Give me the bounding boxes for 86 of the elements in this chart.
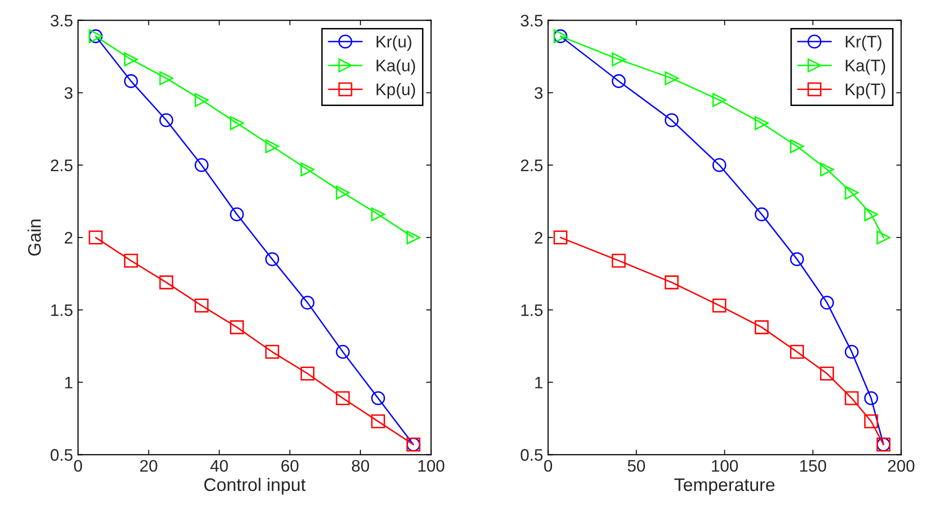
x-axis-title: Control input	[204, 478, 306, 495]
point	[336, 186, 350, 200]
y-tick-label: 3.5	[50, 14, 72, 27]
point	[300, 366, 314, 381]
point	[820, 366, 834, 381]
point	[664, 113, 679, 128]
y-tick-label: 3.5	[520, 14, 543, 27]
y-tick-label: 2	[64, 232, 72, 244]
point	[790, 139, 804, 154]
legend-label: Kr(T)	[846, 35, 882, 51]
legend-label: Ka(u)	[376, 59, 416, 75]
x-tick-label: 100	[712, 460, 738, 472]
point	[820, 162, 834, 176]
point	[265, 252, 280, 266]
point	[159, 113, 174, 128]
point	[844, 186, 859, 200]
y-tick-label: 1.5	[521, 304, 543, 316]
point	[265, 139, 280, 154]
x-axis-title: Temperature	[674, 478, 774, 495]
point	[194, 93, 209, 107]
x-tick-label: 0	[544, 460, 552, 472]
point	[194, 158, 209, 172]
y-tick-label: 2	[534, 232, 542, 244]
y-tick-label: 3	[64, 87, 72, 99]
legend-label: Kr(u)	[376, 35, 412, 51]
point	[712, 298, 726, 312]
point	[754, 207, 769, 222]
point	[790, 344, 804, 359]
point	[336, 344, 350, 359]
point	[124, 52, 138, 66]
y-axis-title: Gain	[28, 220, 41, 256]
point	[300, 296, 314, 310]
point	[159, 275, 174, 290]
point	[406, 230, 420, 244]
point	[194, 298, 209, 312]
point	[864, 391, 878, 406]
point	[612, 52, 626, 66]
y-tick-label: 0.5	[520, 449, 543, 461]
legend-label: Kp(T)	[846, 83, 886, 99]
point	[876, 230, 890, 244]
point	[754, 116, 769, 130]
point	[754, 320, 769, 334]
point	[371, 391, 386, 406]
x-tick-label: 100	[418, 460, 444, 472]
point	[712, 93, 726, 107]
point	[230, 207, 244, 222]
y-tick-label: 1.5	[51, 304, 72, 316]
y-tick-label: 2.5	[520, 160, 543, 172]
point	[864, 414, 878, 428]
point	[790, 252, 804, 266]
point	[230, 116, 244, 130]
x-tick-label: 40	[210, 460, 228, 472]
point	[712, 158, 726, 172]
legend-label: Ka(T)	[846, 59, 886, 75]
x-tick-label: 60	[281, 460, 298, 472]
point	[230, 320, 244, 334]
point	[664, 71, 679, 86]
point	[371, 207, 386, 222]
x-tick-label: 0	[74, 460, 82, 472]
point	[124, 74, 138, 88]
y-tick-label: 1	[65, 376, 72, 388]
x-tick-label: 50	[628, 460, 645, 472]
y-tick-label: 2.5	[50, 160, 72, 172]
y-tick-label: 3	[534, 87, 543, 99]
point	[336, 391, 350, 406]
point	[124, 254, 138, 268]
point	[664, 275, 679, 290]
point	[612, 254, 626, 268]
point	[844, 391, 859, 406]
y-tick-label: 0.5	[50, 449, 72, 461]
point	[612, 74, 626, 88]
point	[265, 344, 280, 359]
x-tick-label: 150	[800, 460, 826, 472]
point	[371, 414, 386, 428]
point	[820, 296, 834, 310]
point	[864, 207, 878, 222]
x-tick-label: 200	[888, 460, 914, 472]
legend-label: Kp(u)	[376, 83, 416, 99]
y-tick-label: 1	[535, 376, 542, 388]
point	[159, 71, 174, 86]
point	[844, 344, 859, 359]
point	[88, 230, 103, 244]
x-tick-label: 20	[140, 460, 158, 472]
point	[554, 230, 568, 244]
x-tick-label: 80	[352, 460, 370, 472]
point	[300, 162, 314, 176]
